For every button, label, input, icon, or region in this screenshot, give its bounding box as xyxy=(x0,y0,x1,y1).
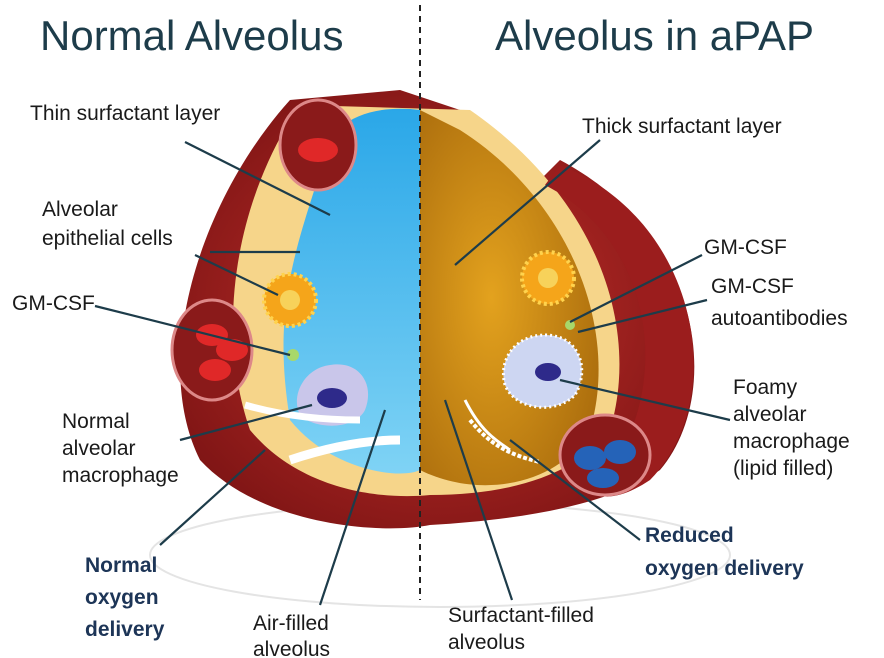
label-line: Foamy xyxy=(733,376,798,399)
title-right: Alveolus in aPAP xyxy=(495,12,814,59)
leader-lines xyxy=(94,139,731,606)
label-line: Air-filled xyxy=(253,612,329,635)
label-line: alveolar xyxy=(733,403,807,426)
label-line: Thin surfactant layer xyxy=(30,102,220,125)
label-line: epithelial cells xyxy=(42,227,173,250)
label-line: GM-CSF xyxy=(704,236,787,259)
label-line: delivery xyxy=(85,618,165,641)
label-line: Reduced xyxy=(645,524,734,547)
label-line: Thick surfactant layer xyxy=(582,115,782,138)
label-line: macrophage xyxy=(62,464,179,487)
label-line: Normal xyxy=(85,554,157,577)
label-line: Alveolar xyxy=(42,198,118,221)
label-line: alveolar xyxy=(62,437,136,460)
label-line: macrophage xyxy=(733,430,850,453)
label-line: oxygen xyxy=(85,586,159,609)
label-line: Normal xyxy=(62,410,130,433)
label-line: oxygen delivery xyxy=(645,557,804,580)
label-line: alveolus xyxy=(448,631,525,654)
label-line: autoantibodies xyxy=(711,307,848,330)
label-line: alveolus xyxy=(253,638,330,658)
title-left: Normal Alveolus xyxy=(40,12,343,59)
label-line: (lipid filled) xyxy=(733,457,833,480)
label-line: GM-CSF xyxy=(12,292,95,315)
illustration xyxy=(149,90,731,608)
label-line: Surfactant-filled xyxy=(448,604,594,627)
labels: Thin surfactant layer Alveolar epithelial … xyxy=(12,102,850,658)
label-line: GM-CSF xyxy=(711,275,794,298)
